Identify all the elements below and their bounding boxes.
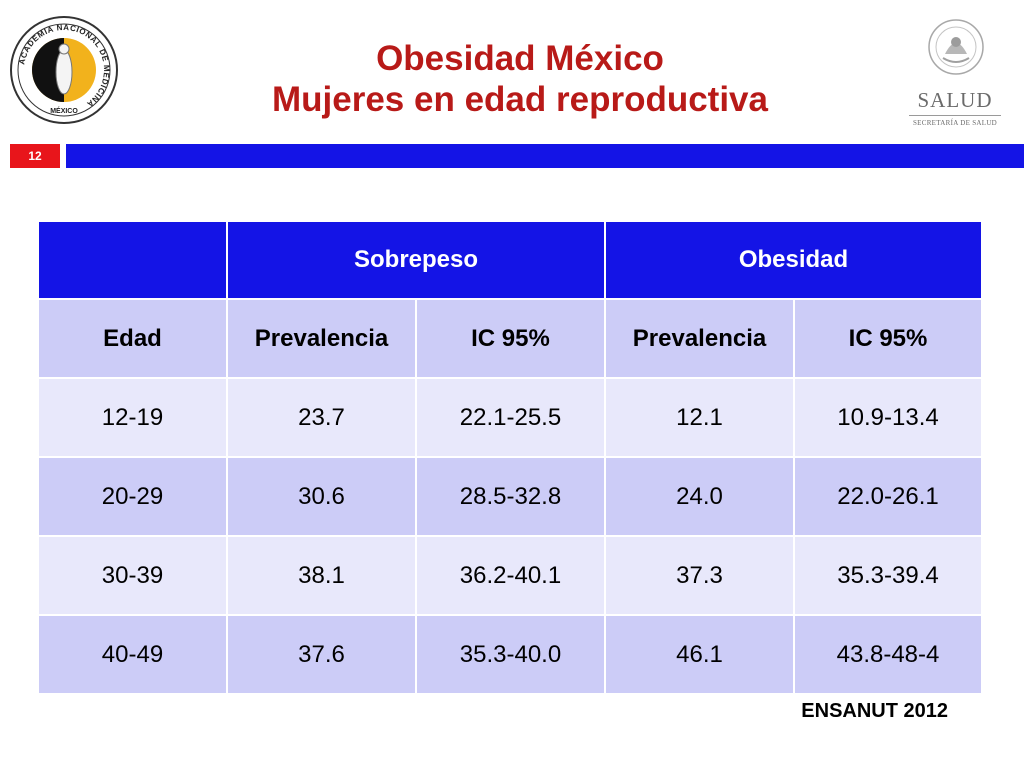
table-cell: 24.0 xyxy=(604,456,795,537)
column-header: IC 95% xyxy=(792,298,984,379)
table-cell: 23.7 xyxy=(226,377,417,458)
coat-of-arms-icon xyxy=(928,19,984,75)
table-cell: 22.0-26.1 xyxy=(792,456,984,537)
table-cell: 22.1-25.5 xyxy=(415,377,606,458)
logo-bottom-text: MÉXICO xyxy=(50,106,78,115)
table-cell: 12.1 xyxy=(604,377,795,458)
group-header-sobrepeso: Sobrepeso xyxy=(226,220,606,300)
source-note: ENSANUT 2012 xyxy=(801,700,948,722)
group-header-obesidad: Obesidad xyxy=(603,220,984,300)
obesity-table: Sobrepeso Obesidad Edad Prevalencia IC 9… xyxy=(37,220,984,695)
column-header: IC 95% xyxy=(415,298,606,379)
table-cell: 37.3 xyxy=(604,535,795,616)
table-row: 12-19 23.7 22.1-25.5 12.1 10.9-13.4 xyxy=(37,377,984,458)
slide-number: 12 xyxy=(10,144,60,168)
table-cell: 28.5-32.8 xyxy=(415,456,606,537)
title-line-2: Mujeres en edad reproductiva xyxy=(272,80,768,119)
table-row: 20-29 30.6 28.5-32.8 24.0 22.0-26.1 xyxy=(37,456,984,537)
column-header: Prevalencia xyxy=(604,298,795,379)
table-cell: 38.1 xyxy=(226,535,417,616)
column-header-row: Edad Prevalencia IC 95% Prevalencia IC 9… xyxy=(37,298,984,379)
group-header-blank xyxy=(37,220,228,300)
salud-subtitle: SECRETARÍA DE SALUD xyxy=(912,119,998,127)
column-header: Edad xyxy=(37,298,228,379)
table-cell: 12-19 xyxy=(37,377,228,458)
table-cell: 37.6 xyxy=(226,614,417,695)
table-cell: 30-39 xyxy=(37,535,228,616)
salud-logo: SALUD SECRETARÍA DE SALUD xyxy=(905,18,1005,130)
column-header: Prevalencia xyxy=(226,298,417,379)
table-cell: 30.6 xyxy=(226,456,417,537)
table-cell: 43.8-48-4 xyxy=(792,614,984,695)
page-title: Obesidad México Mujeres en edad reproduc… xyxy=(200,38,840,120)
table-cell: 35.3-39.4 xyxy=(792,535,984,616)
table-row: 30-39 38.1 36.2-40.1 37.3 35.3-39.4 xyxy=(37,535,984,616)
title-line-1: Obesidad México xyxy=(376,39,664,78)
academia-seal-icon: ACADEMIA NACIONAL DE MEDICINA MÉXICO xyxy=(10,16,118,124)
header-bar xyxy=(66,144,1024,168)
academia-logo: ACADEMIA NACIONAL DE MEDICINA MÉXICO xyxy=(8,14,120,126)
table-cell: 40-49 xyxy=(37,614,228,695)
table-cell: 10.9-13.4 xyxy=(792,377,984,458)
salud-brand: SALUD xyxy=(917,88,993,112)
table-cell: 35.3-40.0 xyxy=(415,614,606,695)
salud-divider xyxy=(909,115,1001,116)
table-row: 40-49 37.6 35.3-40.0 46.1 43.8-48-4 xyxy=(37,614,984,695)
table-cell: 36.2-40.1 xyxy=(415,535,606,616)
group-header-row: Sobrepeso Obesidad xyxy=(37,220,984,300)
table-cell: 20-29 xyxy=(37,456,228,537)
table-cell: 46.1 xyxy=(604,614,795,695)
